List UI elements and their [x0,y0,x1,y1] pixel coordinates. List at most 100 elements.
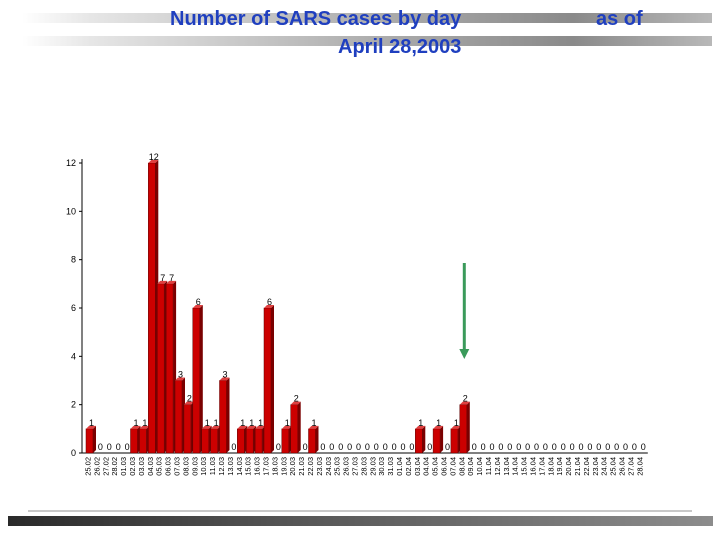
bar-top [166,280,177,284]
category-label: 18.04 [546,457,555,476]
bar-top [308,425,319,429]
category-label: 30.03 [377,457,386,476]
bar-top [281,425,292,429]
bar-value-label: 0 [383,442,388,452]
bar-value-label: 0 [481,442,486,452]
category-label: 08.04 [457,457,466,476]
bar-top [433,425,444,429]
category-label: 12.03 [217,457,226,476]
bar-value-label: 1 [240,418,245,428]
bar-value-label: 0 [543,442,548,452]
category-label: 04.04 [422,457,431,476]
bar-value-label: 0 [498,442,503,452]
category-label: 07.04 [448,457,457,476]
bar-top [148,160,159,163]
bar-value-label: 1 [205,418,210,428]
bar-side [440,425,444,453]
category-label: 25.04 [609,457,618,476]
bar-top [139,425,150,429]
bar [290,404,298,454]
bar-value-label: 1 [436,418,441,428]
category-label: 23.04 [591,457,600,476]
bar-value-label: 1 [214,418,219,428]
bar-value-label: 0 [125,442,130,452]
footer-divider [28,510,692,512]
category-label: 18.03 [270,457,279,476]
bar [308,428,316,454]
category-label: 17.03 [262,457,271,476]
category-label: 28.03 [359,457,368,476]
chart-title-suffix: as of [596,8,643,30]
category-label: 28.04 [635,457,644,476]
category-label: 27.04 [626,457,635,476]
category-label: 16.03 [253,457,262,476]
bar [85,428,94,454]
bar-value-label: 0 [525,442,530,452]
bar-value-label: 1 [133,418,138,428]
bar-value-label: 0 [472,442,477,452]
y-tick-label: 6 [71,303,76,313]
bar-value-label: 0 [365,442,370,452]
bar-top [219,377,230,381]
bar-side [315,425,319,453]
bar-value-label: 0 [489,442,494,452]
category-label: 24.03 [324,457,333,476]
bar-top [86,425,96,429]
bar-side [466,401,470,453]
bar [459,404,468,454]
bar-value-label: 0 [107,442,112,452]
bar-value-label: 1 [454,418,459,428]
bar [165,283,174,454]
bar [219,380,227,454]
y-tick-label: 2 [71,400,76,410]
bar-value-label: 0 [338,442,343,452]
bar-value-label: 0 [578,442,583,452]
bar-value-label: 0 [605,442,610,452]
bar-value-label: 3 [178,370,183,380]
bar-top [175,377,185,381]
bar [245,428,254,454]
bar-value-label: 1 [89,418,94,428]
bar-value-label: 0 [632,442,637,452]
bar-top [290,401,301,405]
bar-value-label: 0 [507,442,512,452]
bar-value-label: 0 [347,442,352,452]
bar-top [459,401,470,405]
bar-value-label: 1 [249,418,254,428]
bar-top [201,425,212,429]
bar-top [415,425,426,429]
category-label: 09.04 [466,457,475,476]
category-label: 26.04 [618,457,627,476]
category-label: 04.03 [146,457,155,476]
category-label: 14.03 [235,457,244,476]
bar-value-label: 12 [149,152,159,162]
bar [130,428,138,454]
category-label: 10.03 [199,457,208,476]
bar-value-label: 2 [294,394,299,404]
category-label: 03.03 [137,457,146,476]
bar-value-label: 0 [276,442,281,452]
category-label: 19.04 [555,457,564,476]
bar-top [450,425,461,429]
bar [254,428,263,454]
bar-value-label: 0 [641,442,646,452]
category-label: 20.03 [288,457,297,476]
bar-value-label: 7 [160,273,165,283]
bar-layer [85,160,470,454]
bar-value-label: 0 [570,442,575,452]
bar [450,428,459,454]
bar [183,404,192,454]
bar-top [246,425,257,429]
arrow-head [459,349,470,359]
category-label: 22.03 [306,457,315,476]
category-label: 11.04 [484,457,493,475]
bar-value-label: 0 [596,442,601,452]
bar-side [93,425,96,453]
bar-value-label: 0 [445,442,450,452]
category-label: 27.03 [351,457,360,476]
category-label: 08.03 [181,457,190,476]
bar [201,428,209,454]
bar-value-label: 1 [142,418,147,428]
category-label: 03.04 [413,457,422,476]
